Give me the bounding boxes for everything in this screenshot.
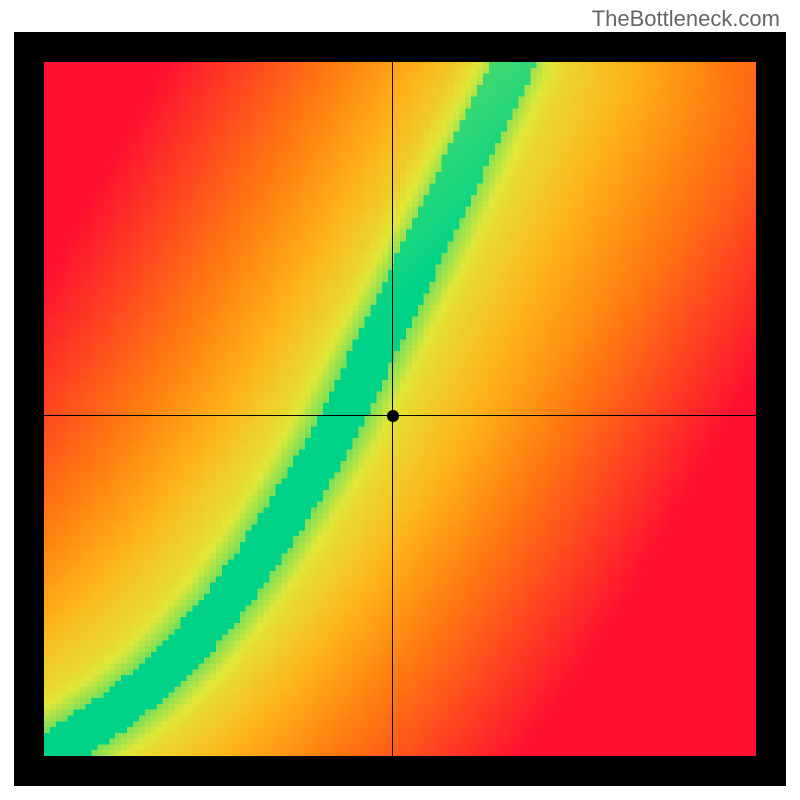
crosshair-horizontal bbox=[44, 415, 756, 416]
chart-container: TheBottleneck.com bbox=[0, 0, 800, 800]
watermark-text: TheBottleneck.com bbox=[592, 6, 780, 32]
selection-marker bbox=[387, 410, 399, 422]
bottleneck-heatmap bbox=[44, 62, 756, 756]
